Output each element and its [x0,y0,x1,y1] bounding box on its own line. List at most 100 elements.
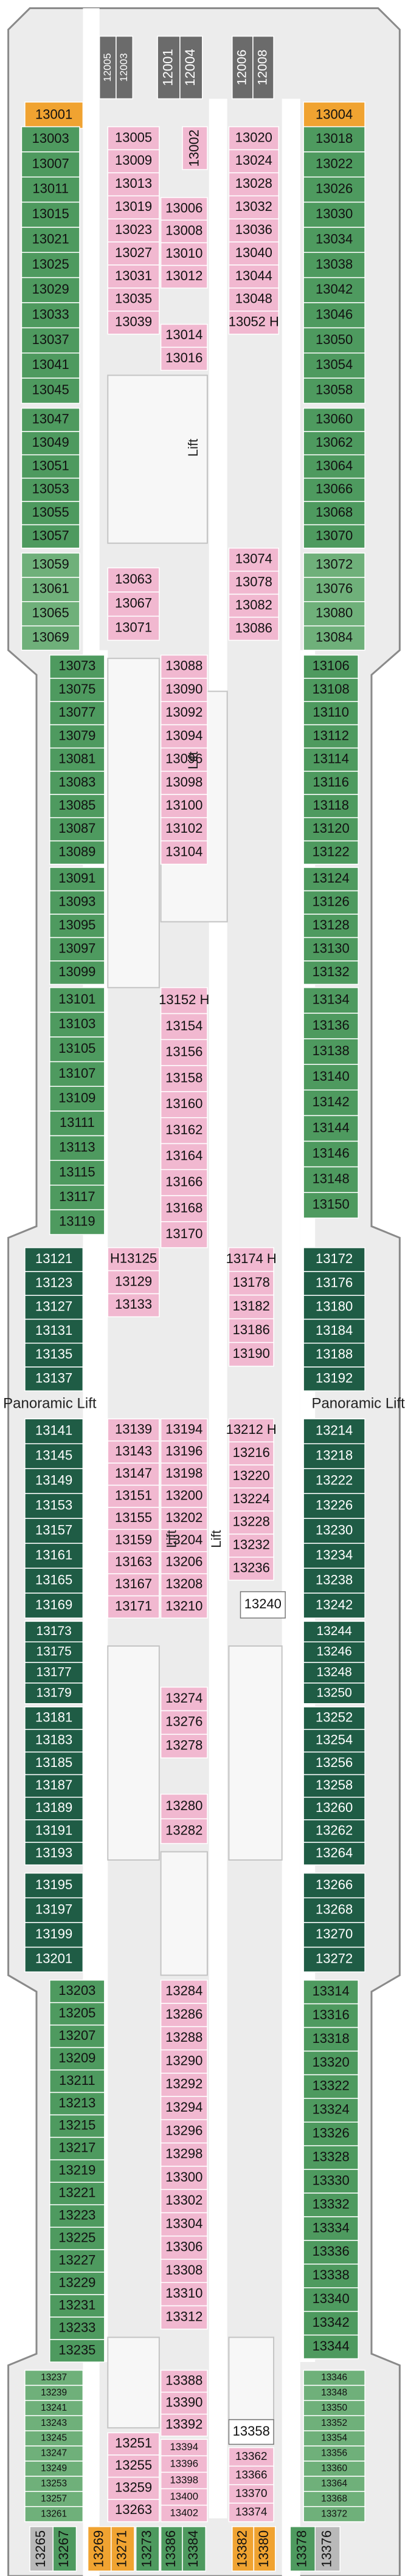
cabin-number: 13342 [313,2315,350,2330]
cabin [49,678,105,702]
cabin [24,1641,84,1663]
cabin [49,1061,105,1087]
cabin [303,553,365,578]
cabin-number: 13214 [316,1423,353,1438]
cabin [303,1115,359,1142]
cabin-number: 13251 [115,2435,152,2450]
cabin-number: 13129 [115,1273,152,1289]
cabin [160,771,208,795]
cabin-number: 12006 [235,50,249,86]
cabin [160,2212,208,2237]
cabin-number: 13233 [58,2319,95,2335]
cabin [21,501,80,526]
cabin-number: 13372 [321,2509,347,2519]
cabin [160,2096,208,2121]
cabin [160,2282,208,2307]
area-label: Panoramic Lift [311,1395,405,1411]
cabin [314,2526,341,2572]
cabin-number: 13109 [58,1090,95,1105]
cabin-number: 13241 [41,2403,67,2413]
cabin-number: 13149 [35,1472,72,1487]
cabin-number: 13230 [316,1522,353,1537]
cabin [24,2400,84,2416]
cabin [21,377,80,404]
cabin-number: 13202 [165,1510,202,1525]
cabin [303,252,365,278]
cabin-number: 13136 [313,1018,350,1033]
cabin [160,2305,208,2330]
cabin [232,2526,255,2572]
cabin-number: 13263 [115,2502,152,2517]
cabin-number: 13133 [115,1297,152,1312]
cabin-number: 13154 [165,1018,202,1033]
cabin [160,1734,208,1758]
cabin-number: 13028 [235,176,272,191]
cabin-number: 13212 H [226,1422,277,1437]
cabin [107,1418,160,1442]
cabin-number: 13225 [58,2230,95,2245]
cabin-number: 13181 [35,1710,72,1725]
cabin-number: 13368 [321,2493,347,2504]
cabin [107,1484,160,1508]
cabin [303,601,365,627]
cabin-number: 13118 [313,797,349,813]
cabin [160,219,208,244]
cabin-number: 13120 [313,821,350,836]
cabin-number: 13288 [165,2030,202,2045]
cabin [160,1039,208,1066]
cabin [160,264,208,289]
cabin [49,2226,105,2250]
cabin [24,1366,84,1391]
cabin-number: 13231 [58,2297,95,2312]
cabin [303,1089,359,1117]
cabin [49,1111,105,1137]
cabin-number: 13298 [165,2146,202,2161]
cabin [228,241,279,266]
cabin [49,655,105,679]
cabin-number: 13099 [58,964,95,979]
cabin-number: 13264 [316,1845,353,1860]
cabin-number: 13127 [35,1299,72,1314]
cabin [228,1464,274,1489]
cabin-number: 13209 [58,2050,95,2065]
cabin-number: 13016 [165,350,202,365]
cabin [160,323,208,348]
cabin [107,2454,160,2478]
cabin-number: 12005 [102,53,113,82]
cabin [303,2445,365,2462]
cabin [303,577,365,602]
cabin [160,1440,208,1464]
cabin [107,1595,160,1619]
cabin [303,2192,359,2217]
cabin [24,2430,84,2447]
cabin-number: 13040 [235,245,272,260]
cabin-number: 13107 [58,1066,95,1081]
cabin-number: 13346 [321,2372,347,2383]
cabin-number: 13075 [58,681,95,697]
cabin [303,1038,359,1065]
cabin-number: 13007 [32,156,69,171]
cabin-number: 13194 [165,1421,202,1436]
cabin-number: 13316 [313,2007,350,2022]
cabin-number: 13187 [35,1777,72,1793]
cabin-number: 13207 [58,2028,95,2043]
cabin-number: 13157 [35,1522,72,1537]
cabin-number: 13124 [313,870,350,886]
area-label: Lift [185,751,201,769]
cabin-number: 13150 [313,1197,350,1212]
cabin [303,2287,359,2312]
service-area [107,1645,160,1861]
cabin-number: 13065 [32,605,69,621]
cabin-number: 13064 [316,458,353,473]
cabin-number: 13037 [32,332,69,347]
cabin-number: 13386 [163,2530,178,2567]
cabin [303,1192,359,1219]
cabin-number: 13235 [58,2342,95,2357]
cabin-number: 13122 [313,844,350,859]
cabin-number: 13015 [32,206,69,221]
cabin [49,794,105,819]
cabin-number: 13044 [235,268,272,283]
cabin-number: 13203 [58,1983,95,1998]
cabin [107,1293,160,1318]
